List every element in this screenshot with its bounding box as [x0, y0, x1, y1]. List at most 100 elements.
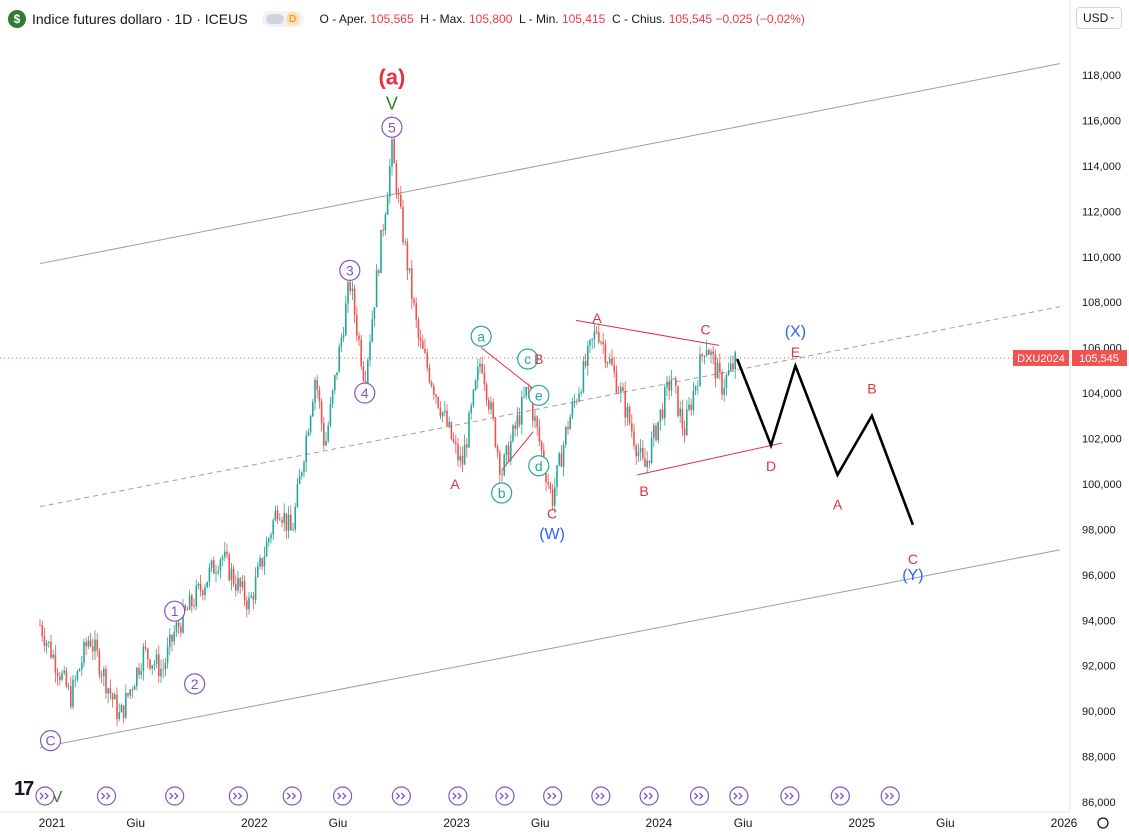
candle-body [204, 587, 206, 596]
candle-body [540, 441, 543, 451]
candle-body [243, 581, 246, 601]
candle-body [340, 337, 343, 347]
wave-label-7: 2 [191, 676, 199, 692]
candle-body [65, 670, 68, 687]
event-marker-11[interactable] [591, 786, 611, 806]
candle-body [329, 403, 332, 426]
candle-body [386, 196, 389, 215]
event-marker-10[interactable] [543, 786, 563, 806]
candle-body [448, 422, 450, 426]
wave-circle-7 [184, 673, 206, 695]
bottom-event-markers[interactable] [35, 786, 900, 806]
candle-body [100, 675, 103, 677]
candle-body [241, 581, 244, 587]
event-marker-16[interactable] [830, 786, 850, 806]
candle-body [626, 406, 629, 418]
candle-body [103, 669, 105, 677]
wave-label-15: B [534, 351, 543, 367]
price-tick-label: 110,000 [1082, 252, 1121, 264]
event-marker-8[interactable] [448, 786, 468, 806]
candle-body [479, 363, 481, 367]
candle-body [483, 372, 486, 385]
event-marker-ring [543, 786, 563, 806]
candle-body [389, 166, 391, 197]
candle-body [444, 410, 446, 413]
currency-select[interactable]: USD ⌄ [1076, 7, 1122, 29]
candle-body [239, 578, 241, 587]
candle-body [437, 396, 439, 408]
event-marker-14[interactable] [729, 786, 749, 806]
candle-body [199, 583, 202, 591]
event-marker-9[interactable] [495, 786, 515, 806]
candle-body [496, 446, 499, 453]
status-pill[interactable]: D [261, 11, 304, 27]
candle-body [413, 299, 415, 304]
candle-body [642, 447, 644, 459]
candle-body [569, 416, 571, 430]
candle-body [182, 605, 184, 633]
candle-body [650, 437, 653, 463]
ohlc-values: O - Aper. 105,565 H - Max. 105,800 L - M… [319, 12, 805, 26]
candle-body [362, 366, 365, 381]
event-marker-5[interactable] [282, 786, 302, 806]
event-marker-ring [880, 786, 900, 806]
candle-body [186, 609, 189, 611]
candle-body [89, 640, 92, 647]
event-marker-13[interactable] [689, 786, 710, 806]
candle-body [494, 418, 497, 447]
candle-body [384, 214, 387, 231]
candle-body [160, 668, 162, 677]
chevron-right-icon [784, 792, 794, 800]
candle-body [351, 288, 354, 292]
candle-body [184, 605, 186, 610]
candle-body [92, 646, 94, 652]
event-marker-7[interactable] [391, 786, 411, 806]
candle-body [147, 648, 149, 660]
event-marker-2[interactable] [96, 786, 117, 806]
candle-body [345, 303, 347, 336]
wave-label-9: a [477, 328, 485, 344]
event-marker-12[interactable] [639, 786, 659, 806]
trend-line-1 [480, 347, 540, 394]
candle-body [470, 405, 472, 413]
candle-body [635, 445, 637, 457]
event-marker-6[interactable] [333, 786, 353, 806]
symbol-title[interactable]: Indice futures dollaro · 1D · ICEUS [32, 11, 248, 27]
wave-circle-5 [354, 382, 376, 404]
candle-body [734, 352, 736, 370]
price-tick-label: 96,000 [1082, 570, 1116, 582]
candle-body [580, 391, 582, 394]
candle-body [450, 422, 453, 440]
candle-body [98, 651, 101, 676]
candle-body [166, 646, 169, 664]
candle-body [125, 693, 127, 718]
candle-body [422, 340, 424, 349]
candle-body [697, 385, 699, 387]
candle-body [72, 679, 74, 707]
candle-body [54, 654, 57, 673]
chevron-right-icon [452, 792, 462, 800]
event-marker-4[interactable] [228, 786, 249, 806]
event-marker-3[interactable] [165, 786, 185, 806]
candle-body [323, 423, 325, 446]
candle-body [301, 472, 303, 477]
wave-label-12: d [535, 458, 543, 474]
candle-body [664, 387, 666, 419]
time-tick-label: 2024 [646, 816, 673, 830]
event-marker-1[interactable] [35, 786, 55, 806]
time-tick-label: 2026 [1051, 816, 1078, 830]
event-marker-ring [96, 786, 117, 806]
candle-body [679, 408, 681, 416]
candle-body [567, 426, 569, 430]
chevron-right-icon [286, 792, 297, 800]
candle-body [56, 672, 59, 677]
candle-body [523, 396, 525, 397]
candle-body [514, 425, 516, 429]
event-marker-15[interactable] [780, 786, 800, 806]
candle-body [96, 639, 98, 652]
event-marker-17[interactable] [880, 786, 900, 806]
candle-body [237, 578, 239, 591]
candle-body [725, 374, 728, 388]
candle-body [549, 484, 552, 490]
